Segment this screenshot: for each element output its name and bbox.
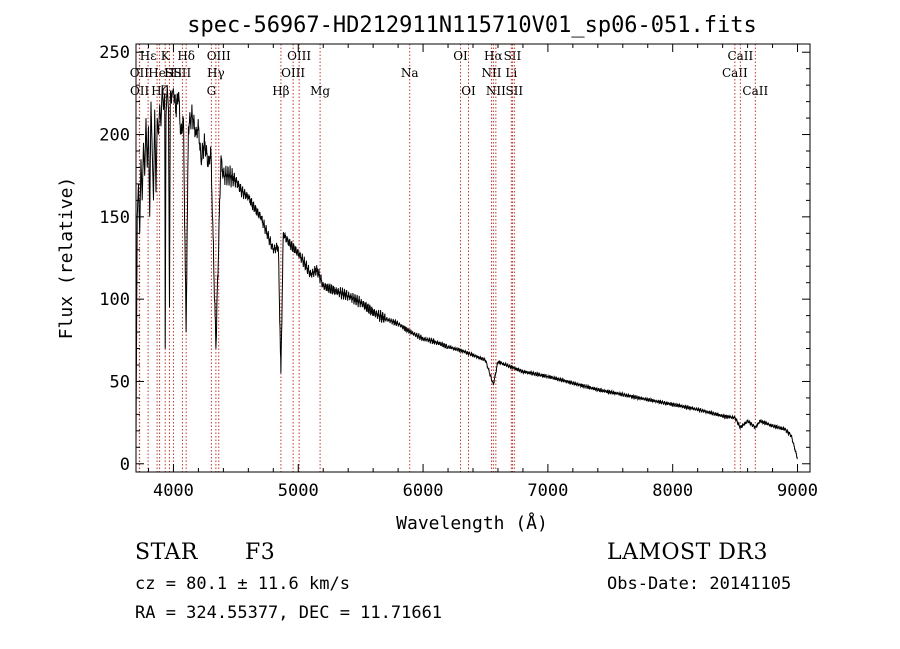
spectral-line-label: Li — [505, 66, 517, 80]
y-tick-label: 50 — [110, 372, 130, 392]
y-tick-label: 250 — [99, 43, 130, 63]
coordinates: RA = 324.55377, DEC = 11.71661 — [135, 603, 443, 623]
spectral-line-label: OI — [461, 84, 476, 98]
axes-ticks: 4000 5000 6000 7000 8000 9000 0 50 100 150 200 250 — [99, 43, 818, 501]
spectral-line-label: H — [164, 66, 174, 80]
spectral-line-label: He — [148, 66, 166, 80]
spectral-line-label: OII — [130, 84, 150, 98]
spectral-line-label: Hζ — [151, 84, 168, 98]
spectral-line-label: Hδ — [177, 49, 195, 63]
redshift-readout: cz = 80.1 ± 11.6 km/s — [135, 574, 350, 594]
spectrum-line — [135, 85, 798, 460]
chart-title: spec-56967-HD212911N115710V01_sp06-051.f… — [187, 13, 757, 38]
x-axis-label: Wavelength (Å) — [396, 512, 548, 534]
spectral-line-label: OI — [453, 49, 468, 63]
spectral-line-label: G — [207, 84, 217, 98]
spectral-line-label: CaII — [727, 49, 753, 63]
x-tick-label: 9000 — [777, 481, 818, 501]
spectral-line-label: NII — [481, 66, 501, 80]
spectral-line-label: OIII — [281, 66, 305, 80]
x-tick-label: 6000 — [403, 481, 444, 501]
x-tick-label: 8000 — [652, 481, 693, 501]
spectrum-series — [135, 85, 798, 460]
y-axis-label: Flux (relative) — [56, 177, 77, 340]
y-tick-label: 150 — [99, 208, 130, 228]
y-tick-label: 0 — [120, 455, 130, 475]
spectral-line-label: CaII — [722, 66, 748, 80]
spectral-line-label: SII — [504, 49, 522, 63]
spectral-line-label: OIII — [207, 49, 231, 63]
spectral-line-label: Hα — [484, 49, 503, 63]
object-subclass: F3 — [245, 540, 276, 565]
object-class: STAR — [135, 540, 198, 565]
spectral-line-label: OIII — [287, 49, 311, 63]
spectral-lines-layer: OIIOIIHεHeHζKHSIISIIHδGHγOIIIHβOIIIOIIIM… — [130, 44, 768, 472]
spectral-line-label: SII — [505, 84, 523, 98]
spectral-line-label: Hε — [140, 49, 157, 63]
spectral-line-label: SII — [174, 66, 192, 80]
spectral-line-label: Na — [401, 66, 419, 80]
obs-date: Obs-Date: 20141105 — [607, 574, 792, 594]
spectral-line-label: Mg — [310, 84, 330, 98]
spectral-line-label: CaII — [742, 84, 768, 98]
spectral-line-label: Hβ — [272, 84, 289, 98]
y-tick-label: 100 — [99, 290, 130, 310]
spectral-line-label: Hγ — [207, 66, 225, 80]
survey-name: LAMOST DR3 — [607, 540, 768, 565]
x-tick-label: 5000 — [278, 481, 319, 501]
y-tick-label: 200 — [99, 126, 130, 146]
spectral-line-label: NII — [486, 84, 506, 98]
spectral-line-label: SII — [165, 66, 183, 80]
spectral-line-label: K — [161, 49, 171, 63]
x-tick-label: 7000 — [527, 481, 568, 501]
x-tick-label: 4000 — [153, 481, 194, 501]
plot-frame — [135, 43, 811, 473]
